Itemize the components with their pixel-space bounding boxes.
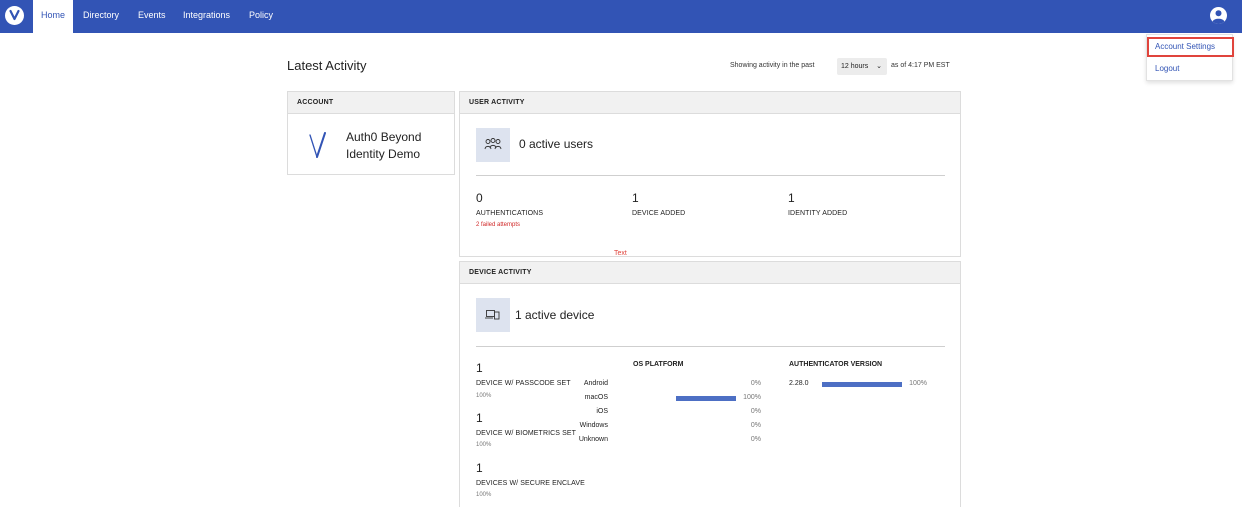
user-activity-card: USER ACTIVITY 0 active users 0 AUTHENTIC… bbox=[459, 91, 961, 257]
account-card: ACCOUNT Auth0 Beyond Identity Demo bbox=[287, 91, 455, 175]
identity-added-label: IDENTITY ADDED bbox=[788, 210, 848, 217]
biometrics-value: 1 bbox=[476, 411, 483, 425]
authenticator-version-pct: 100% bbox=[909, 380, 927, 387]
os-platform-title: OS PLATFORM bbox=[633, 361, 684, 368]
secure-enclave-value: 1 bbox=[476, 461, 483, 475]
biometrics-pct: 100% bbox=[476, 442, 492, 448]
time-range-select[interactable]: 12 hours ⌄ bbox=[837, 58, 887, 75]
passcode-label: DEVICE W/ PASSCODE SET bbox=[476, 380, 571, 387]
passcode-value: 1 bbox=[476, 361, 483, 375]
os-platform-pct: 0% bbox=[750, 408, 761, 415]
os-platform-bar bbox=[676, 424, 736, 429]
user-activity-title: USER ACTIVITY bbox=[460, 92, 960, 114]
os-platform-bar bbox=[676, 396, 736, 401]
nav-events[interactable]: Events bbox=[138, 10, 166, 20]
os-platform-name: macOS bbox=[584, 394, 608, 401]
users-icon bbox=[476, 128, 510, 162]
os-platform-bar bbox=[676, 382, 736, 387]
account-name: Auth0 Beyond Identity Demo bbox=[346, 130, 422, 161]
time-range-value: 12 hours bbox=[841, 63, 869, 70]
range-prefix-text: Showing activity in the past bbox=[730, 62, 815, 69]
biometrics-label: DEVICE W/ BIOMETRICS SET bbox=[476, 430, 577, 437]
os-platform-pct: 0% bbox=[750, 436, 761, 443]
device-activity-title: DEVICE ACTIVITY bbox=[460, 262, 960, 284]
os-platform-name: Windows bbox=[579, 422, 608, 429]
authentications-label: AUTHENTICATIONS bbox=[476, 210, 544, 217]
account-card-title: ACCOUNT bbox=[288, 92, 454, 114]
account-settings-menu-item[interactable]: Account Settings bbox=[1147, 37, 1234, 57]
account-logo-icon bbox=[309, 132, 329, 167]
chevron-down-icon: ⌄ bbox=[876, 63, 882, 70]
stray-text-label: Text bbox=[614, 250, 627, 257]
os-platform-bar bbox=[676, 438, 736, 443]
secure-enclave-label: DEVICES W/ SECURE ENCLAVE bbox=[476, 480, 585, 487]
divider bbox=[476, 175, 945, 176]
authenticator-version-title: AUTHENTICATOR VERSION bbox=[789, 361, 883, 368]
active-devices-summary: 1 active device bbox=[515, 308, 595, 322]
os-platform-name: iOS bbox=[596, 408, 608, 415]
device-activity-card: DEVICE ACTIVITY 1 active device 1 DEVICE… bbox=[459, 261, 961, 507]
os-platform-bar bbox=[676, 410, 736, 415]
user-avatar-icon[interactable] bbox=[1210, 7, 1227, 24]
top-navigation-bar: Home Directory Events Integrations Polic… bbox=[0, 0, 1242, 33]
os-platform-pct: 100% bbox=[743, 394, 761, 401]
authenticator-version-label: 2.28.0 bbox=[789, 380, 809, 387]
active-users-summary: 0 active users bbox=[519, 137, 594, 151]
devices-icon bbox=[476, 298, 510, 332]
device-added-label: DEVICE ADDED bbox=[632, 210, 686, 217]
failed-attempts-note[interactable]: 2 failed attempts bbox=[476, 222, 521, 228]
os-platform-pct: 0% bbox=[750, 380, 761, 387]
nav-policy[interactable]: Policy bbox=[249, 10, 274, 20]
logout-menu-item[interactable]: Logout bbox=[1155, 64, 1180, 73]
secure-enclave-pct: 100% bbox=[476, 492, 492, 498]
nav-home[interactable]: Home bbox=[33, 0, 74, 33]
os-platform-name: Unknown bbox=[578, 436, 608, 443]
divider bbox=[476, 346, 945, 347]
range-suffix-text: as of 4:17 PM EST bbox=[891, 62, 950, 69]
account-dropdown-menu: Account Settings Logout bbox=[1146, 34, 1234, 81]
device-added-value: 1 bbox=[632, 191, 639, 205]
nav-directory[interactable]: Directory bbox=[83, 10, 120, 20]
identity-added-value: 1 bbox=[788, 191, 795, 205]
brand-logo-icon[interactable] bbox=[5, 6, 24, 25]
passcode-pct: 100% bbox=[476, 393, 492, 399]
authenticator-version-bar bbox=[822, 382, 902, 387]
os-platform-pct: 0% bbox=[750, 422, 761, 429]
nav-integrations[interactable]: Integrations bbox=[183, 10, 231, 20]
page-title: Latest Activity bbox=[287, 58, 367, 73]
os-platform-bar-fill bbox=[676, 396, 736, 401]
authenticator-version-bar-fill bbox=[822, 382, 902, 387]
os-platform-name: Android bbox=[583, 380, 608, 387]
authentications-value: 0 bbox=[476, 191, 483, 205]
